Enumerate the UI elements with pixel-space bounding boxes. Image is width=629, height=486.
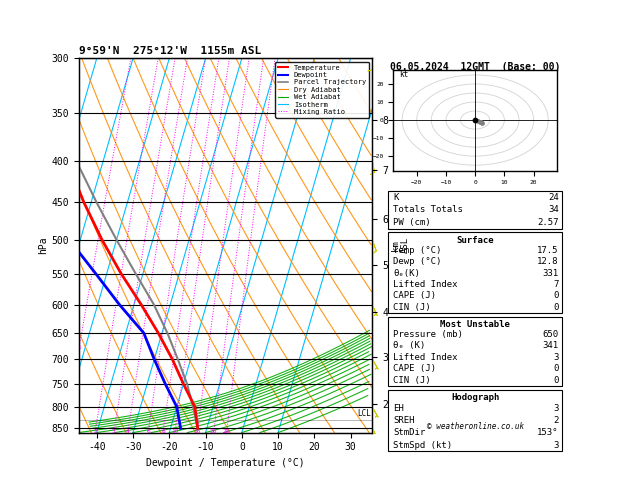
Text: 153°: 153° [537, 428, 559, 437]
Legend: Temperature, Dewpoint, Parcel Trajectory, Dry Adiabat, Wet Adiabat, Isotherm, Mi: Temperature, Dewpoint, Parcel Trajectory… [275, 62, 369, 118]
Text: 2: 2 [554, 416, 559, 425]
Text: Most Unstable: Most Unstable [440, 320, 510, 330]
Text: Totals Totals: Totals Totals [393, 206, 463, 214]
Text: 1: 1 [77, 346, 81, 350]
Text: 0: 0 [554, 303, 559, 312]
Text: 2.57: 2.57 [537, 218, 559, 227]
Text: 7: 7 [554, 280, 559, 289]
Text: 3: 3 [554, 441, 559, 450]
Text: Lifted Index: Lifted Index [393, 280, 458, 289]
Bar [388, 316, 562, 386]
Y-axis label: hPa: hPa [38, 237, 48, 254]
Text: θₑ(K): θₑ(K) [393, 269, 420, 278]
Text: CIN (J): CIN (J) [393, 303, 431, 312]
Text: K: K [393, 193, 399, 202]
Text: 341: 341 [543, 342, 559, 350]
Text: PW (cm): PW (cm) [393, 218, 431, 227]
Text: 331: 331 [543, 269, 559, 278]
Text: Surface: Surface [457, 236, 494, 245]
Text: 2: 2 [93, 429, 97, 434]
Text: Hodograph: Hodograph [451, 393, 499, 402]
Text: CAPE (J): CAPE (J) [393, 291, 437, 300]
Text: 9°59'N  275°12'W  1155m ASL: 9°59'N 275°12'W 1155m ASL [79, 46, 261, 56]
Text: 0: 0 [554, 291, 559, 300]
Bar [388, 389, 562, 451]
Text: 6: 6 [146, 429, 150, 434]
Text: 4: 4 [126, 429, 130, 434]
Text: θₑ (K): θₑ (K) [393, 342, 426, 350]
Text: StmDir: StmDir [393, 428, 426, 437]
Text: 24: 24 [548, 193, 559, 202]
Text: 0: 0 [554, 376, 559, 384]
Text: EH: EH [393, 403, 404, 413]
Text: 0: 0 [554, 364, 559, 373]
Text: StmSpd (kt): StmSpd (kt) [393, 441, 452, 450]
Text: SREH: SREH [393, 416, 415, 425]
Text: 15: 15 [194, 429, 201, 434]
Y-axis label: km
ASL: km ASL [391, 237, 410, 254]
Text: 20: 20 [210, 429, 218, 434]
Text: Dewp (°C): Dewp (°C) [393, 257, 442, 266]
Text: LCL: LCL [357, 409, 371, 418]
Text: 8: 8 [161, 429, 165, 434]
Text: 12.8: 12.8 [537, 257, 559, 266]
Bar [388, 232, 562, 313]
Text: 3: 3 [112, 429, 116, 434]
Text: 34: 34 [548, 206, 559, 214]
Text: Pressure (mb): Pressure (mb) [393, 330, 463, 339]
Text: 10: 10 [171, 429, 179, 434]
Text: 06.05.2024  12GMT  (Base: 00): 06.05.2024 12GMT (Base: 00) [390, 62, 560, 72]
Text: © weatheronline.co.uk: © weatheronline.co.uk [426, 422, 524, 431]
Text: 650: 650 [543, 330, 559, 339]
Text: 17.5: 17.5 [537, 246, 559, 255]
Text: 3: 3 [554, 353, 559, 362]
Text: CIN (J): CIN (J) [393, 376, 431, 384]
Text: Lifted Index: Lifted Index [393, 353, 458, 362]
Bar [388, 191, 562, 228]
Text: Temp (°C): Temp (°C) [393, 246, 442, 255]
Text: 25: 25 [223, 429, 230, 434]
Text: 3: 3 [554, 403, 559, 413]
X-axis label: Dewpoint / Temperature (°C): Dewpoint / Temperature (°C) [146, 458, 305, 468]
Text: CAPE (J): CAPE (J) [393, 364, 437, 373]
